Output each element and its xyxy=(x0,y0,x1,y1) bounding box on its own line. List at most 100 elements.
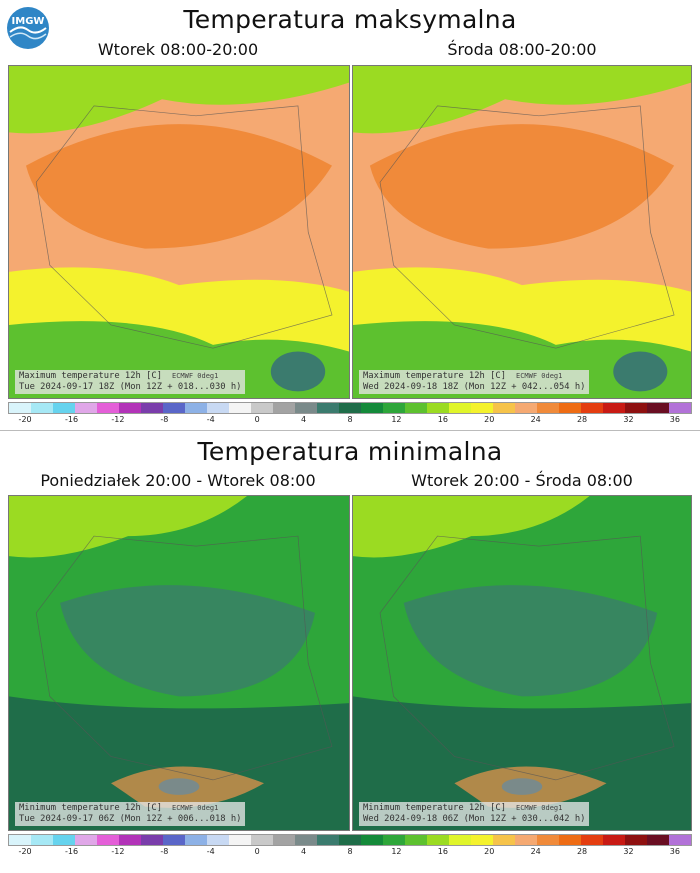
min-temp-map-monday-night: Minimum temperature 12h [C] ECMWF 0deg1 T… xyxy=(8,495,350,831)
min-temperature-title: Temperatura minimalna xyxy=(197,437,503,466)
colorbar-swatch xyxy=(163,835,185,845)
colorbar-tick-label: 16 xyxy=(437,847,448,856)
temperature-colorbar-top: -20 -16 -12 -8 -4 0 4 8 12 16 20 24 28 32 36 xyxy=(8,402,692,426)
colorbar-swatch xyxy=(471,835,493,845)
max-temp-map-tuesday: Maximum temperature 12h [C] ECMWF 0deg1 T… xyxy=(8,65,350,399)
colorbar-tick-label: -16 xyxy=(64,847,79,856)
map-caption: Maximum temperature 12h [C] ECMWF 0deg1 T… xyxy=(15,370,246,394)
colorbar-tick-label: 16 xyxy=(437,415,448,424)
caption-source: ECMWF 0deg1 xyxy=(516,804,563,812)
caption-line-1: Minimum temperature 12h [C] xyxy=(19,803,162,813)
colorbar-swatch xyxy=(9,835,31,845)
map-title-min-monday-night: Poniedziałek 20:00 - Wtorek 08:00 xyxy=(40,471,316,490)
colorbar-swatch xyxy=(185,403,207,413)
min-temp-map-tuesday-night: Minimum temperature 12h [C] ECMWF 0deg1 W… xyxy=(352,495,692,831)
temperature-field xyxy=(9,496,349,830)
colorbar-swatch xyxy=(669,835,691,845)
temperature-field xyxy=(353,496,691,830)
colorbar-swatch xyxy=(383,835,405,845)
colorbar-swatch xyxy=(141,403,163,413)
caption-line-1: Maximum temperature 12h [C] xyxy=(19,371,162,381)
colorbar-swatch xyxy=(361,835,383,845)
colorbar-tick-label: 0 xyxy=(254,847,260,856)
colorbar-tick-label: 12 xyxy=(391,847,402,856)
max-temperature-title: Temperatura maksymalna xyxy=(183,5,517,34)
caption-line-2: Wed 2024-09-18 18Z (Mon 12Z + 042...054 … xyxy=(363,382,586,392)
logo-text: IMGW xyxy=(12,16,45,27)
colorbar-tick-label: 32 xyxy=(623,415,634,424)
colorbar-swatch xyxy=(427,835,449,845)
colorbar-tick-label: 0 xyxy=(254,415,260,424)
colorbar-swatch xyxy=(603,403,625,413)
colorbar-tick-label: 24 xyxy=(530,847,541,856)
colorbar-swatch xyxy=(581,835,603,845)
colorbar-tick-label: -4 xyxy=(206,415,215,424)
colorbar-swatch xyxy=(559,835,581,845)
temperature-field xyxy=(9,66,349,398)
caption-line-2: Tue 2024-09-17 06Z (Mon 12Z + 006...018 … xyxy=(19,814,242,824)
colorbar-tick-label: 24 xyxy=(530,415,541,424)
colorbar-swatch xyxy=(31,835,53,845)
colorbar-swatch xyxy=(493,835,515,845)
colorbar-swatch xyxy=(185,835,207,845)
caption-line-2: Tue 2024-09-17 18Z (Mon 12Z + 018...030 … xyxy=(19,382,242,392)
colorbar-tick-label: 8 xyxy=(347,415,353,424)
colorbar-tick-label: 32 xyxy=(623,847,634,856)
colorbar-swatch xyxy=(537,835,559,845)
colorbar-tick-label: -8 xyxy=(160,847,169,856)
colorbar-swatch xyxy=(449,835,471,845)
colorbar-tick-label: 28 xyxy=(576,415,588,424)
colorbar-swatch xyxy=(515,835,537,845)
colorbar-ticks: -20 -16 -12 -8 -4 0 4 8 12 16 20 24 28 32 36 xyxy=(8,846,692,858)
colorbar-tick-label: 12 xyxy=(391,415,402,424)
colorbar-swatch xyxy=(229,403,251,413)
colorbar-swatches xyxy=(8,402,692,414)
colorbar-swatch xyxy=(207,403,229,413)
colorbar-swatch xyxy=(515,403,537,413)
caption-source: ECMWF 0deg1 xyxy=(172,804,219,812)
colorbar-tick-label: 4 xyxy=(301,415,307,424)
colorbar-swatch xyxy=(295,403,317,413)
colorbar-swatch xyxy=(537,403,559,413)
colorbar-swatch xyxy=(647,835,669,845)
colorbar-tick-label: -12 xyxy=(111,847,125,856)
colorbar-swatch xyxy=(251,835,273,845)
colorbar-tick-label: 20 xyxy=(484,415,495,424)
caption-line-1: Minimum temperature 12h [C] xyxy=(363,803,506,813)
colorbar-tick-label: 4 xyxy=(301,847,307,856)
colorbar-tick-label: -4 xyxy=(206,847,215,856)
map-title-max-wednesday: Środa 08:00-20:00 xyxy=(447,40,597,59)
colorbar-swatch xyxy=(273,835,295,845)
colorbar-swatch xyxy=(625,403,647,413)
colorbar-swatch xyxy=(339,403,361,413)
colorbar-swatch xyxy=(405,835,427,845)
colorbar-swatch xyxy=(251,403,273,413)
colorbar-swatch xyxy=(471,403,493,413)
colorbar-swatch xyxy=(317,835,339,845)
colorbar-swatch xyxy=(119,835,141,845)
colorbar-tick-label: 28 xyxy=(576,847,588,856)
caption-line-2: Wed 2024-09-18 06Z (Mon 12Z + 030...042 … xyxy=(363,814,586,824)
section-divider xyxy=(0,430,700,431)
map-title-min-tuesday-night: Wtorek 20:00 - Środa 08:00 xyxy=(411,471,633,490)
colorbar-swatch xyxy=(317,403,339,413)
colorbar-swatch xyxy=(581,403,603,413)
colorbar-swatch xyxy=(383,403,405,413)
colorbar-swatch xyxy=(163,403,185,413)
colorbar-swatch xyxy=(273,403,295,413)
colorbar-tick-label: -12 xyxy=(111,415,125,424)
colorbar-swatch xyxy=(141,835,163,845)
colorbar-swatch xyxy=(603,835,625,845)
colorbar-swatch xyxy=(405,403,427,413)
colorbar-tick-label: -8 xyxy=(160,415,169,424)
colorbar-swatch xyxy=(75,835,97,845)
colorbar-swatch xyxy=(559,403,581,413)
colorbar-tick-label: 8 xyxy=(347,847,353,856)
colorbar-ticks: -20 -16 -12 -8 -4 0 4 8 12 16 20 24 28 32 36 xyxy=(8,414,692,426)
colorbar-tick-label: -16 xyxy=(64,415,79,424)
colorbar-swatch xyxy=(339,835,361,845)
caption-line-1: Maximum temperature 12h [C] xyxy=(363,371,506,381)
colorbar-swatch xyxy=(53,403,75,413)
colorbar-swatch xyxy=(625,835,647,845)
colorbar-swatch xyxy=(361,403,383,413)
